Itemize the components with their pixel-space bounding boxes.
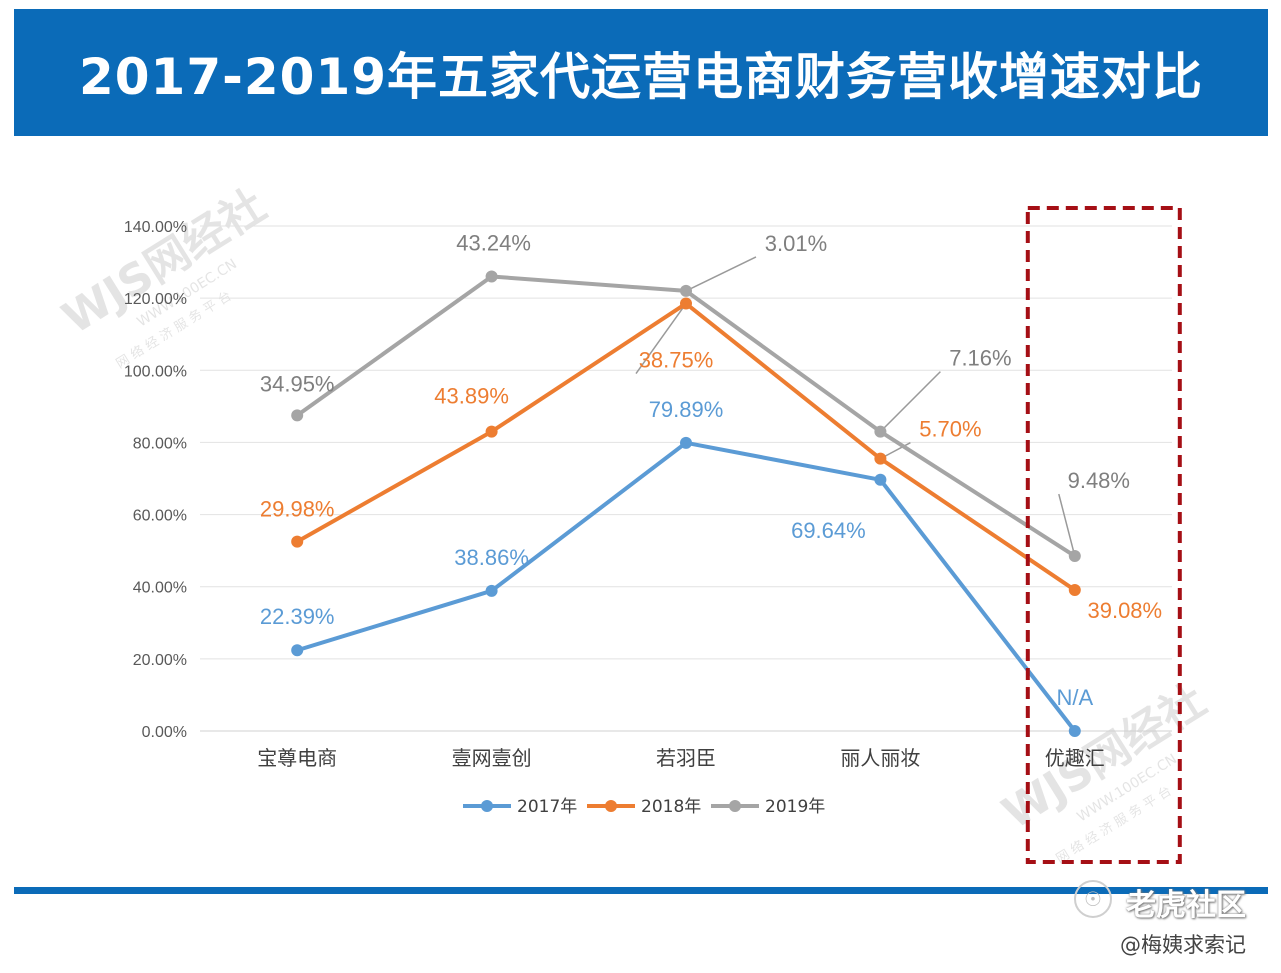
data-point — [1068, 550, 1081, 563]
leader-line — [685, 256, 757, 292]
page-title: 2017-2019年五家代运营电商财务营收增速对比 — [14, 9, 1268, 136]
data-point — [291, 644, 304, 657]
data-label: 69.64% — [791, 518, 866, 543]
y-tick-label: 40.00% — [133, 580, 187, 597]
data-label: 22.39% — [260, 604, 335, 629]
legend-item: 2019年 — [711, 797, 825, 817]
data-label: 29.98% — [260, 497, 335, 522]
platform-logo-icon: ☉ — [1074, 880, 1112, 918]
data-point — [291, 535, 304, 548]
data-label: N/A — [1056, 685, 1093, 710]
leader-line — [1058, 493, 1076, 557]
data-point — [291, 409, 304, 422]
data-point — [1068, 584, 1081, 597]
data-point — [1068, 725, 1081, 737]
x-category-labels: 宝尊电商 壹网壹创 若羽臣 丽人丽妆 优趣汇 — [257, 746, 1105, 770]
legend-label: 2019年 — [765, 797, 825, 817]
y-tick-label: 140.00% — [124, 219, 187, 236]
x-category-label: 若羽臣 — [656, 746, 716, 770]
legend-label: 2017年 — [517, 797, 577, 817]
platform-credit: 老虎社区 — [1126, 888, 1246, 923]
data-label: 38.86% — [454, 545, 529, 570]
y-tick-label: 80.00% — [133, 435, 187, 452]
y-tick-label: 100.00% — [124, 363, 187, 380]
y-tick-labels: 0.00% 20.00% 40.00% 60.00% 80.00% 100.00% 120.… — [124, 219, 187, 741]
y-tick-label: 20.00% — [133, 652, 187, 669]
data-point — [680, 436, 692, 449]
x-category-label: 丽人丽妆 — [840, 746, 920, 770]
data-point — [874, 452, 887, 465]
data-label: 39.08% — [1087, 598, 1162, 623]
data-point — [874, 473, 887, 486]
data-label: 9.48% — [1068, 468, 1130, 493]
data-point — [680, 297, 692, 310]
data-label: 38.75% — [639, 348, 714, 373]
data-point — [485, 270, 498, 283]
data-label: 34.95% — [260, 371, 335, 396]
data-label: 43.24% — [456, 231, 531, 256]
legend-swatch-marker — [605, 800, 617, 812]
data-point — [485, 425, 498, 438]
x-category-label: 宝尊电商 — [257, 746, 337, 770]
legend-label: 2018年 — [641, 797, 701, 817]
data-point — [874, 425, 887, 438]
data-point — [485, 584, 498, 597]
data-label: 3.01% — [765, 231, 827, 256]
legend: 2017年 2018年 2019年 — [463, 797, 825, 817]
bottom-rule — [14, 887, 1268, 894]
data-label: 43.89% — [434, 384, 509, 409]
x-category-label: 优趣汇 — [1045, 746, 1105, 770]
series-points — [291, 270, 1081, 737]
author-credit: @梅姨求索记 — [1120, 933, 1246, 957]
legend-item: 2018年 — [587, 797, 701, 817]
watermark-logo: WJS网经社 — [54, 180, 275, 344]
data-point — [680, 284, 692, 297]
y-tick-label: 60.00% — [133, 508, 187, 525]
y-tick-label: 120.00% — [124, 291, 187, 308]
legend-item: 2017年 — [463, 797, 577, 817]
y-tick-label: 0.00% — [142, 724, 187, 741]
leader-line — [635, 303, 687, 374]
data-label: 7.16% — [949, 346, 1011, 371]
data-label: 5.70% — [919, 417, 981, 442]
data-label: 79.89% — [649, 397, 724, 422]
x-category-label: 壹网壹创 — [452, 746, 532, 770]
data-labels: 22.39% 38.86% 79.89% 69.64% N/A 29.98% 43.89% 3… — [260, 231, 1162, 711]
legend-swatch-marker — [481, 800, 493, 812]
legend-swatch-marker — [729, 800, 741, 812]
highlight-box — [1025, 206, 1182, 864]
leader-line — [879, 371, 941, 433]
